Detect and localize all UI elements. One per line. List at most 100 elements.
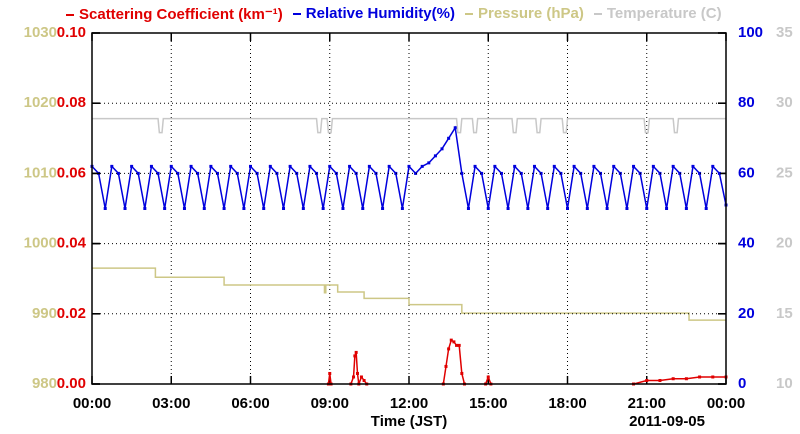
data-point: [447, 347, 451, 351]
legend-swatch: [593, 13, 602, 16]
data-point: [202, 207, 206, 210]
data-point: [671, 377, 675, 381]
y-tick-label: 0.08: [57, 94, 86, 111]
data-point: [513, 164, 517, 168]
data-point: [460, 371, 464, 375]
data-point: [215, 171, 219, 175]
y-tick-label: 1020: [24, 94, 57, 111]
y-tick-label: 0.10: [57, 24, 86, 41]
data-point: [684, 377, 688, 381]
data-point: [374, 171, 378, 175]
data-point: [420, 164, 424, 168]
data-point: [387, 164, 391, 168]
data-point: [645, 207, 649, 210]
legend-swatch: [292, 13, 301, 16]
data-point: [632, 164, 636, 168]
data-point: [242, 207, 246, 210]
data-point: [711, 375, 715, 379]
x-tick-label: 00:00: [707, 395, 745, 412]
data-point: [440, 147, 444, 151]
x-tick-label: 21:00: [628, 395, 666, 412]
y-tick-label: 1010: [24, 164, 57, 181]
data-point: [169, 164, 173, 168]
y-tick-label: 60: [738, 164, 755, 181]
y-tick-label: 30: [776, 94, 793, 111]
data-point: [711, 164, 715, 168]
data-point: [355, 371, 359, 375]
x-tick-label: 06:00: [231, 395, 269, 412]
data-point: [698, 171, 702, 175]
legend-item: Temperature (C): [593, 5, 722, 23]
date-annotation: 2011-09-05: [629, 413, 705, 430]
y-tick-label: 0.06: [57, 164, 86, 181]
data-point: [381, 207, 385, 210]
data-point: [352, 375, 356, 379]
data-point: [149, 164, 153, 168]
data-point: [532, 164, 536, 168]
data-point: [585, 207, 589, 210]
legend-label: Relative Humidity(%): [305, 5, 455, 22]
data-point: [288, 164, 292, 168]
legend-swatch: [66, 14, 74, 17]
data-point: [268, 164, 272, 168]
data-point: [235, 171, 239, 175]
data-point: [493, 164, 497, 168]
data-point: [665, 207, 669, 210]
y-tick-label: 35: [776, 24, 793, 41]
data-point: [658, 378, 662, 382]
y-tick-label: 0.04: [57, 235, 87, 252]
data-point: [480, 171, 484, 175]
y-tick-label: 40: [738, 235, 755, 252]
y-tick-label: 0.02: [57, 305, 86, 322]
series-line: [92, 267, 726, 321]
data-point: [625, 207, 629, 210]
data-point: [123, 207, 127, 210]
data-point: [651, 164, 655, 168]
data-point: [116, 171, 120, 175]
data-point: [110, 164, 114, 168]
data-point: [156, 171, 160, 175]
data-point: [196, 171, 200, 175]
data-point: [486, 375, 490, 379]
y-tick-label: 20: [776, 235, 793, 252]
legend-item: Pressure (hPa): [464, 5, 584, 23]
data-point: [566, 207, 569, 210]
y-tick-label: 0: [738, 375, 746, 392]
data-point: [444, 364, 448, 368]
legend-label: Pressure (hPa): [477, 5, 584, 22]
data-point: [455, 343, 459, 347]
legend-item: Scattering Coefficient (km⁻¹): [66, 5, 283, 23]
legend: Scattering Coefficient (km⁻¹) Relative Hu…: [66, 5, 722, 23]
data-point: [486, 207, 490, 210]
y-tick-label: 25: [776, 164, 793, 181]
data-point: [447, 136, 451, 140]
data-point: [328, 164, 332, 168]
data-point: [698, 375, 702, 379]
legend-swatch: [464, 13, 473, 16]
legend-label: Scattering Coefficient (km⁻¹): [79, 6, 283, 23]
series-line: [92, 117, 726, 134]
data-point: [182, 207, 186, 210]
data-point: [704, 207, 708, 210]
data-point: [592, 164, 596, 168]
data-point: [473, 164, 477, 168]
y-tick-label: 1030: [24, 24, 57, 41]
data-point: [282, 207, 286, 210]
data-point: [552, 164, 556, 168]
data-point: [645, 378, 649, 382]
data-point: [103, 207, 107, 210]
data-point: [678, 171, 682, 175]
data-point: [130, 164, 134, 168]
legend-item: Relative Humidity(%): [292, 5, 455, 23]
data-point: [519, 171, 523, 175]
y-tick-label: 0.00: [57, 375, 86, 392]
y-tick-label: 80: [738, 94, 755, 111]
y-tick-label: 1000: [24, 235, 57, 252]
data-point: [321, 207, 325, 210]
data-point: [361, 207, 365, 210]
x-axis-label: Time (JST): [371, 413, 447, 430]
y-tick-label: 20: [738, 305, 755, 322]
data-point: [354, 350, 358, 354]
data-point: [394, 171, 398, 175]
